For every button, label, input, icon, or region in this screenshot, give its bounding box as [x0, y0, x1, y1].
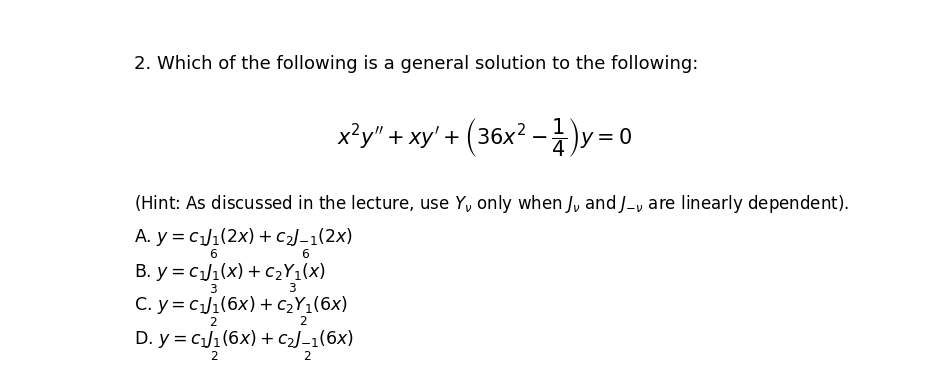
Text: $x^{2}y'' + xy' + \left(36x^{2} - \dfrac{1}{4}\right)y = 0$: $x^{2}y'' + xy' + \left(36x^{2} - \dfrac… — [338, 117, 632, 159]
Text: 2. Which of the following is a general solution to the following:: 2. Which of the following is a general s… — [134, 55, 699, 73]
Text: (Hint: As discussed in the lecture, use $Y_{\nu}$ only when $J_{\nu}$ and $J_{-\: (Hint: As discussed in the lecture, use … — [134, 193, 850, 215]
Text: C. $y = c_1\underset{2}{J_1}(6x) + c_2\underset{2}{Y_1}(6x)$: C. $y = c_1\underset{2}{J_1}(6x) + c_2\u… — [134, 295, 348, 329]
Text: B. $y = c_1\underset{3}{J_1}(x) + c_2\underset{3}{Y_1}(x)$: B. $y = c_1\underset{3}{J_1}(x) + c_2\un… — [134, 262, 326, 296]
Text: D. $y = c_1\underset{2}{J_1}(6x) + c_2\underset{2}{J_{-1}}(6x)$: D. $y = c_1\underset{2}{J_1}(6x) + c_2\u… — [134, 328, 355, 363]
Text: A. $y = c_1\underset{6}{J_1}(2x) + c_2\underset{6}{J_{-1}}(2x)$: A. $y = c_1\underset{6}{J_1}(2x) + c_2\u… — [134, 227, 353, 261]
